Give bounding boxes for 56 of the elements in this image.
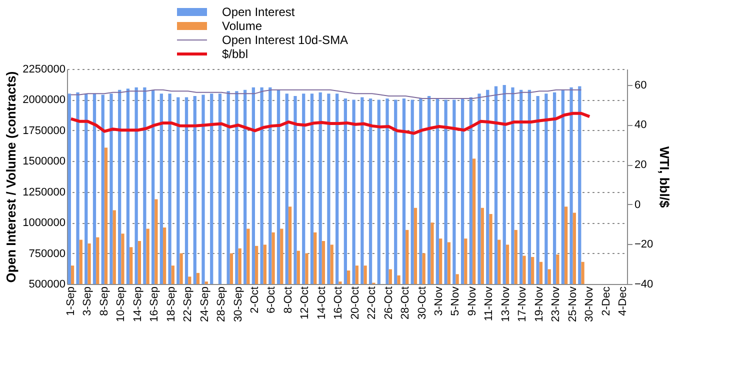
x-tick-label: 30-Nov	[584, 286, 596, 322]
x-tick-label: 1-Sep	[64, 286, 77, 316]
x-tick-label: 23-Nov	[550, 286, 562, 322]
x-tick-label: 28-Sep	[216, 286, 228, 322]
x-tick-label: 9-Nov	[466, 286, 478, 316]
y-tick-label: 750000	[28, 248, 66, 260]
y2-tick-label: −20	[634, 238, 654, 251]
y2-axis-title: WTI, bbl/$	[657, 146, 672, 208]
x-tick-label: 30-Sep	[232, 286, 244, 322]
y-tick-label: 1000000	[22, 217, 66, 230]
y2-tick-label: 60	[634, 79, 647, 92]
y-tick-label: 1250000	[22, 186, 66, 198]
x-tick-label: 2-Dec	[600, 286, 612, 316]
y2-tick-label: 0	[634, 198, 641, 211]
x-tick-label: 14-Sep	[132, 286, 144, 322]
x-tick-label: 3-Sep	[82, 286, 94, 316]
y-tick-label: 1500000	[22, 156, 66, 168]
x-tick-label: 19-Nov	[533, 286, 546, 322]
x-tick-label: 12-Oct	[299, 286, 312, 320]
x-tick-label: 24-Sep	[198, 286, 211, 322]
y-tick-label: 2250000	[22, 64, 66, 76]
y-tick-label: 2000000	[22, 94, 66, 106]
x-tick-label: 16-Oct	[332, 286, 345, 320]
legend-label: $/bbl	[222, 47, 248, 61]
x-tick-label: 13-Nov	[500, 286, 512, 322]
x-tick-label: 28-Oct	[400, 286, 412, 320]
y-tick-label: 1750000	[22, 124, 66, 137]
x-tick-label: 22-Sep	[182, 286, 194, 322]
y2-tick-label: −40	[634, 278, 654, 290]
x-tick-label: 26-Oct	[382, 286, 395, 320]
x-tick-label: 16-Sep	[148, 286, 161, 322]
x-tick-label: 4-Dec	[617, 286, 630, 316]
x-tick-label: 14-Oct	[316, 286, 328, 320]
x-tick-label: 22-Oct	[366, 286, 378, 320]
x-tick-label: 11-Nov	[483, 286, 496, 322]
x-tick-label: 8-Sep	[98, 286, 110, 316]
legend-label: Open Interest 10d-SMA	[222, 33, 348, 47]
y2-tick-label: 20	[634, 159, 647, 172]
y-tick-label: 500000	[28, 278, 66, 290]
legend-label: Volume	[222, 19, 262, 33]
x-tick-label: 20-Oct	[349, 286, 362, 320]
x-tick-label: 30-Oct	[416, 286, 428, 320]
y-axis-title: Open Interest / Volume (contracts)	[4, 71, 19, 283]
line-series	[69, 112, 592, 135]
x-tick-label: 3-Nov	[433, 286, 446, 316]
x-tick-label: 5-Nov	[450, 286, 462, 316]
legend-label: Open Interest	[222, 5, 296, 19]
x-tick-label: 17-Nov	[516, 286, 529, 322]
x-tick-label: 25-Nov	[566, 286, 579, 322]
x-tick-label: 18-Sep	[165, 286, 178, 322]
y2-tick-label: 40	[634, 119, 647, 132]
x-tick-label: 6-Oct	[266, 286, 278, 314]
x-tick-label: 10-Sep	[115, 286, 128, 322]
line-series	[70, 89, 582, 99]
x-tick-label: 8-Oct	[282, 286, 294, 314]
x-tick-label: 2-Oct	[248, 286, 261, 314]
